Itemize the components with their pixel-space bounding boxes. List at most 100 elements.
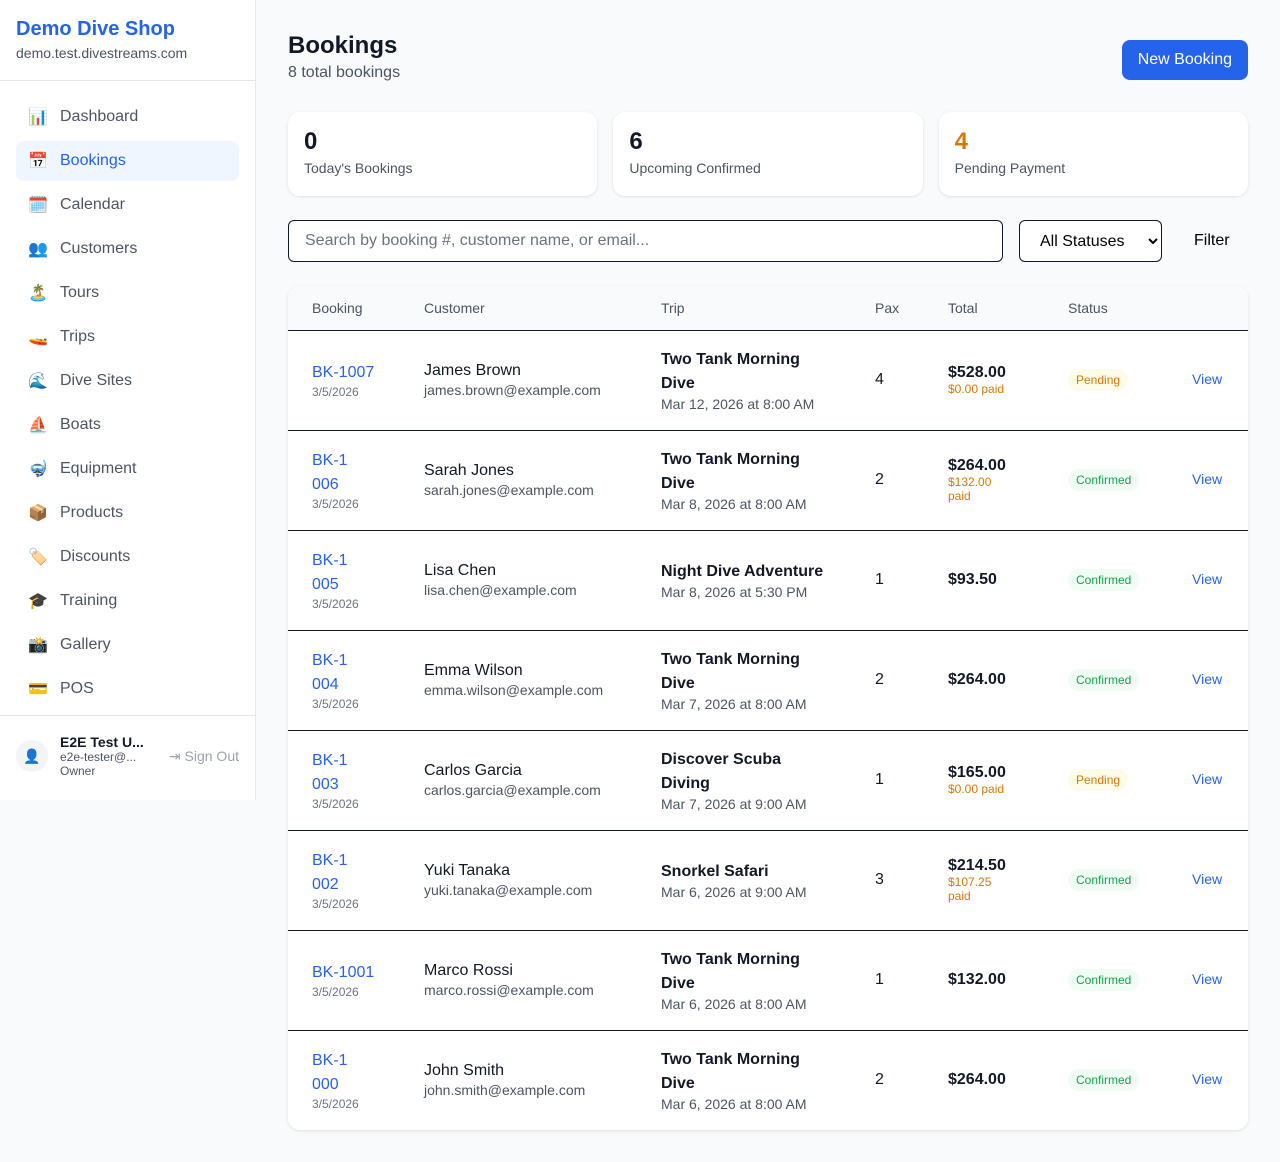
booking-total: $93.50 [948, 571, 997, 588]
sidebar-item-calendar[interactable]: 🗓️ Calendar [16, 185, 239, 225]
sidebar-item-discounts[interactable]: 🏷️ Discounts [16, 537, 239, 577]
stat-value: 0 [304, 128, 318, 155]
view-link[interactable]: View [1192, 571, 1223, 587]
view-link[interactable]: View [1192, 971, 1223, 987]
trips-icon: 🚤 [28, 329, 48, 346]
booking-total: $165.00 [948, 764, 1006, 781]
sidebar-item-boats[interactable]: ⛵ Boats [16, 405, 239, 445]
view-link[interactable]: View [1192, 1071, 1223, 1088]
page-title: Bookings [288, 32, 398, 59]
booking-id-link[interactable]: BK-1002 [312, 852, 348, 893]
column-header: Total [948, 286, 1068, 331]
sidebar-item-dashboard[interactable]: 📊 Dashboard [16, 97, 239, 137]
status-badge: Confirmed [1068, 969, 1140, 991]
stat-label: Upcoming Confirmed [629, 160, 761, 176]
trip-date: Mar 12, 2026 at 8:00 AM [661, 396, 815, 412]
trip-date: Mar 7, 2026 at 8:00 AM [661, 696, 807, 712]
sidebar-item-label: Customers [60, 240, 138, 257]
sidebar-item-dive-sites[interactable]: 🌊 Dive Sites [16, 361, 239, 401]
sidebar-item-label: Dashboard [60, 108, 139, 125]
main-content: Bookings 8 total bookings New Booking 0 T… [288, 32, 1248, 1130]
sidebar-item-customers[interactable]: 👥 Customers [16, 229, 239, 269]
column-header [1192, 286, 1248, 331]
shop-name[interactable]: Demo Dive Shop [16, 18, 175, 40]
sidebar-item-tours[interactable]: 🏝️ Tours [16, 273, 239, 313]
trip-name: Night Dive Adventure [661, 563, 824, 580]
pax-count: 2 [875, 430, 948, 531]
bookings-table: Booking Customer Trip Pax Total Status BK-100… [288, 286, 1248, 1130]
paid-amount: $0.00 paid [948, 782, 1005, 796]
sidebar-item-gallery[interactable]: 📸 Gallery [16, 625, 239, 665]
sidebar-item-label: Gallery [60, 636, 111, 653]
booking-total: $264.00 [948, 1071, 1006, 1089]
booking-id-link[interactable]: BK-1000 [312, 1052, 348, 1094]
booking-id-link[interactable]: BK-1004 [312, 652, 348, 693]
customer-email: yuki.tanaka@example.com [424, 882, 593, 898]
trip-name: Discover Scuba Diving [661, 751, 782, 792]
booking-date: 3/5/2026 [312, 985, 359, 999]
filter-bar: All Statuses Filter [288, 220, 1248, 262]
sidebar-item-label: Dive Sites [60, 372, 133, 389]
sidebar-item-label: Trips [60, 328, 95, 345]
sidebar-item-training[interactable]: 🎓 Training [16, 581, 239, 621]
view-link[interactable]: View [1192, 671, 1223, 687]
sidebar-item-equipment[interactable]: 🤿 Equipment [16, 449, 239, 489]
booking-id-link[interactable]: BK-1003 [312, 752, 348, 793]
booking-total: $132.00 [948, 971, 1006, 988]
status-badge: Pending [1068, 369, 1129, 391]
user-role: Owner [60, 764, 96, 778]
booking-date: 3/5/2026 [312, 497, 359, 511]
customer-name: Marco Rossi [424, 962, 513, 979]
sidebar-item-trips[interactable]: 🚤 Trips [16, 317, 239, 357]
trip-date: Mar 6, 2026 at 9:00 AM [661, 884, 807, 900]
booking-id-link[interactable]: BK-1001 [312, 964, 375, 981]
sidebar-item-bookings[interactable]: 📅 Bookings [16, 141, 239, 181]
column-header: Customer [424, 286, 661, 331]
stats-row: 0 Today's Bookings 6 Upcoming Confirmed 4 Pen… [288, 112, 1248, 196]
stat-label: Pending Payment [954, 160, 1066, 176]
sidebar-item-label: Equipment [60, 460, 137, 477]
sidebar-item-label: Calendar [60, 196, 125, 213]
search-input[interactable] [288, 220, 1003, 262]
table-row: BK-1006 3/5/2026 Sarah Jones sarah.jones@e… [288, 430, 1248, 531]
filter-button[interactable]: Filter [1178, 232, 1246, 250]
bookings-icon: 📅 [28, 153, 48, 170]
trip-date: Mar 8, 2026 at 8:00 AM [661, 496, 807, 512]
stat-label: Today's Bookings [304, 160, 413, 176]
sign-out-button[interactable]: ⇥ Sign Out [169, 748, 239, 765]
training-icon: 🎓 [28, 593, 48, 610]
booking-id-link[interactable]: BK-1006 [312, 452, 348, 493]
view-link[interactable]: View [1192, 771, 1223, 787]
sidebar-item-label: POS [60, 680, 94, 697]
sidebar-item-products[interactable]: 📦 Products [16, 493, 239, 533]
user-avatar-icon: 👤 [16, 740, 48, 772]
sidebar-nav: 📊 Dashboard 📅 Bookings 🗓️ Calendar 👥 Customers 🏝… [0, 81, 255, 709]
booking-id-link[interactable]: BK-1007 [312, 364, 375, 381]
view-link[interactable]: View [1192, 371, 1223, 387]
customer-name: Yuki Tanaka [424, 862, 510, 879]
new-booking-button[interactable]: New Booking [1121, 40, 1248, 80]
sidebar-item-pos[interactable]: 💳 POS [16, 669, 239, 709]
trip-name: Two Tank Morning Dive [661, 651, 800, 692]
stat-value: 6 [629, 128, 643, 155]
customer-email: john.smith@example.com [424, 1082, 586, 1099]
gallery-icon: 📸 [28, 637, 48, 654]
sidebar-item-label: Boats [60, 416, 101, 433]
status-select[interactable]: All Statuses [1019, 220, 1162, 262]
booking-date: 3/5/2026 [312, 385, 359, 399]
status-badge: Confirmed [1068, 469, 1140, 491]
view-link[interactable]: View [1192, 871, 1223, 887]
status-badge: Confirmed [1068, 869, 1140, 891]
status-badge: Pending [1068, 769, 1129, 791]
trip-date: Mar 6, 2026 at 8:00 AM [661, 996, 807, 1012]
view-link[interactable]: View [1192, 471, 1223, 487]
pos-icon: 💳 [28, 681, 48, 698]
table-row: BK-1007 3/5/2026 James Brown james.brown@e… [288, 330, 1248, 431]
customer-email: carlos.garcia@example.com [424, 782, 601, 798]
brand: Demo Dive Shop demo.test.divestreams.com [0, 0, 255, 81]
customer-name: Emma Wilson [424, 662, 523, 679]
status-badge: Confirmed [1068, 669, 1140, 691]
column-header: Booking [288, 286, 424, 331]
booking-id-link[interactable]: BK-1005 [312, 552, 348, 593]
user-name: E2E Test U... [60, 734, 144, 750]
